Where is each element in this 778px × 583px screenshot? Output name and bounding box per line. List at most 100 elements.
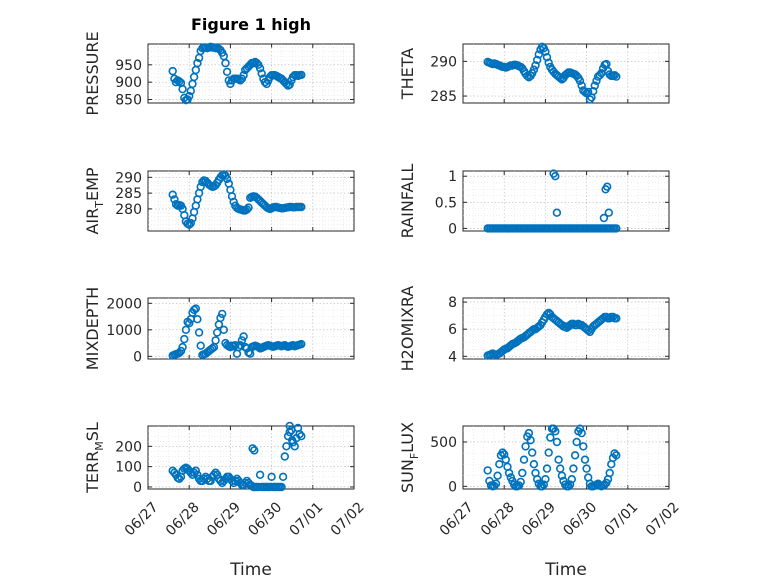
data-series	[483, 308, 621, 360]
data-point	[222, 67, 232, 77]
data-point	[193, 315, 202, 324]
data-point	[255, 64, 265, 73]
figure-title: Figure 1 high	[191, 15, 311, 34]
data-point	[521, 442, 530, 451]
data-point	[544, 58, 553, 67]
data-point	[189, 305, 199, 315]
data-point	[612, 224, 621, 233]
y-tick-label: 500	[430, 435, 457, 451]
data-point	[218, 309, 227, 319]
x-tick-label: 07/02	[643, 499, 683, 539]
data-point	[285, 80, 294, 89]
data-point	[297, 202, 306, 212]
data-point	[277, 482, 286, 492]
data-point	[285, 421, 294, 431]
data-point	[175, 77, 184, 86]
data-point	[588, 86, 598, 96]
y-axis-label: H2OMIXRA	[398, 286, 417, 372]
subplot-8: 0 500 SUNFLUX 06/27 06/28 06/29 06/30 07/01 07/0…	[398, 422, 683, 580]
data-series	[168, 42, 306, 105]
data-point	[539, 480, 548, 489]
data-series	[168, 421, 306, 492]
data-point	[168, 190, 177, 199]
data-series	[168, 304, 306, 360]
data-point	[529, 460, 539, 469]
data-point	[239, 70, 248, 80]
data-point	[500, 450, 509, 459]
data-point	[537, 482, 547, 491]
data-point	[557, 471, 567, 480]
data-point	[541, 47, 550, 56]
data-point	[186, 218, 196, 228]
x-axis-label: Time	[544, 560, 587, 580]
data-point	[554, 455, 563, 464]
data-point	[527, 448, 537, 457]
data-point	[493, 471, 502, 480]
data-point	[193, 470, 202, 479]
data-point	[541, 475, 550, 484]
y-tick-label: 0.5	[435, 195, 457, 211]
subplot-7: 0 100 200 TERRMSL 06/27 06/28 06/29 06/30 07/01 0…	[83, 421, 368, 580]
x-tick-label: 06/30	[560, 499, 600, 539]
data-point	[552, 437, 562, 447]
x-tick-label: 06/29	[204, 499, 244, 539]
data-point	[196, 341, 205, 350]
y-tick-label: 290	[115, 170, 142, 186]
data-point	[257, 69, 266, 78]
data-point	[170, 195, 179, 204]
y-axis-label: AIRTEMP	[83, 167, 106, 234]
data-point	[194, 328, 204, 337]
data-point	[580, 455, 590, 464]
data-point	[551, 427, 560, 436]
x-tick-label: 07/01	[602, 499, 642, 539]
data-point	[551, 172, 560, 181]
data-point	[171, 77, 181, 87]
data-point	[176, 346, 186, 356]
data-point	[569, 464, 578, 473]
y-tick-label: 0	[133, 349, 142, 365]
data-point	[231, 476, 240, 486]
y-tick-label: 4	[448, 349, 457, 365]
data-point	[222, 174, 232, 184]
data-point	[178, 342, 187, 352]
data-series	[483, 424, 621, 491]
data-series	[483, 169, 621, 233]
data-point	[590, 81, 599, 90]
y-tick-label: 0	[448, 221, 457, 237]
data-point	[567, 475, 576, 484]
data-point	[216, 476, 225, 486]
data-point	[248, 444, 257, 453]
data-point	[229, 197, 238, 207]
y-tick-label: 6	[448, 322, 457, 338]
y-tick-label: 900	[115, 75, 142, 91]
y-axis-label: RAINFALL	[398, 164, 417, 239]
data-point	[211, 336, 220, 345]
data-point	[542, 464, 552, 473]
data-point	[582, 464, 591, 473]
data-point	[193, 58, 202, 68]
data-point	[239, 332, 248, 341]
data-point	[297, 70, 306, 80]
data-point	[577, 428, 586, 438]
data-point	[185, 220, 194, 229]
data-point	[244, 203, 253, 212]
data-point	[602, 182, 612, 191]
data-point	[181, 325, 191, 334]
x-tick-label: 07/02	[328, 499, 368, 539]
data-point	[206, 476, 215, 486]
data-point	[175, 474, 184, 483]
data-point	[577, 81, 586, 90]
data-point	[565, 480, 575, 489]
y-tick-label: 0	[448, 479, 457, 495]
data-point	[278, 472, 288, 481]
subplot-2: 285 290 THETA	[398, 42, 670, 105]
data-point	[209, 470, 219, 479]
data-point	[612, 314, 621, 323]
data-point	[282, 442, 291, 451]
data-point	[180, 334, 189, 344]
data-point	[575, 424, 585, 433]
data-point	[604, 208, 613, 217]
x-axis-label: Time	[229, 560, 272, 580]
